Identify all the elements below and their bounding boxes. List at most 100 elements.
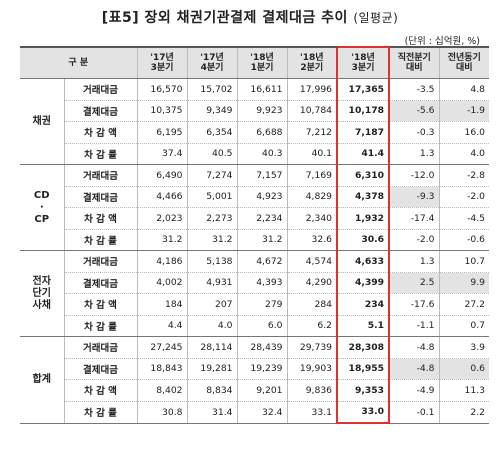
value-cell: 1.3: [389, 143, 440, 165]
value-cell: -9.3: [389, 186, 440, 208]
value-cell: 284: [287, 293, 338, 316]
value-cell: -17.4: [389, 207, 440, 230]
value-cell: 18,843: [137, 358, 188, 380]
header-col: 전년동기 대비: [439, 46, 490, 79]
value-cell: -2.8: [439, 164, 490, 187]
value-cell: -2.0: [439, 186, 490, 208]
table-row: 차 감 액 8,402 8,834 9,201 9,836 9,353 -4.9 11.3: [20, 379, 490, 402]
value-cell: 4.0: [439, 143, 490, 165]
row-label: 차 감 률: [64, 315, 138, 337]
value-cell: 11.3: [439, 379, 490, 402]
value-cell: -3.5: [389, 78, 440, 101]
value-cell: 29,739: [287, 336, 338, 359]
table-row: 차 감 액 6,195 6,354 6,688 7,212 7,187 -0.3 16.0: [20, 121, 490, 144]
highlight-cell: 6,310: [336, 164, 391, 187]
row-label: 결제대금: [64, 358, 138, 380]
table-title: [표5] 장외 채권기관결제 결제대금 추이 (일평균): [0, 7, 500, 27]
value-cell: 2.5: [389, 272, 440, 294]
value-cell: -4.8: [389, 358, 440, 380]
row-label: 결제대금: [64, 272, 138, 294]
value-cell: 4.8: [439, 78, 490, 101]
highlight-cell: 30.6: [336, 229, 391, 251]
table-row: 결제대금 4,466 5,001 4,923 4,829 4,378 -9.3 -2.0: [20, 186, 490, 208]
table-row: 결제대금 4,002 4,931 4,393 4,290 4,399 2.5 9.9: [20, 272, 490, 294]
value-cell: 279: [237, 293, 288, 316]
value-cell: -4.9: [389, 379, 440, 402]
value-cell: -2.0: [389, 229, 440, 251]
value-cell: 37.4: [137, 143, 188, 165]
value-cell: 2,340: [287, 207, 338, 230]
value-cell: 4,002: [137, 272, 188, 294]
row-label: 거래대금: [64, 336, 138, 359]
value-cell: -1.9: [439, 100, 490, 122]
value-cell: 5,001: [187, 186, 238, 208]
table-row: 차 감 률 30.8 31.4 32.4 33.1 33.0 -0.1 2.2: [20, 401, 490, 424]
value-cell: 31.2: [187, 229, 238, 251]
highlight-cell: 33.0: [336, 401, 391, 424]
table-title-sub: (일평균): [353, 11, 399, 25]
value-cell: 4,466: [137, 186, 188, 208]
value-cell: 3.9: [439, 336, 490, 359]
value-cell: -0.6: [439, 229, 490, 251]
highlight-cell: 9,353: [336, 379, 391, 402]
value-cell: -5.6: [389, 100, 440, 122]
row-label: 결제대금: [64, 100, 138, 122]
value-cell: 19,281: [187, 358, 238, 380]
table-row: 합계 거래대금 27,245 28,114 28,439 29,739 28,308 -4.8…: [20, 336, 490, 424]
header-col: 직전분기 대비: [389, 46, 440, 79]
value-cell: 15,702: [187, 78, 238, 101]
value-cell: 2.2: [439, 401, 490, 424]
value-cell: -0.3: [389, 121, 440, 144]
value-cell: 10,375: [137, 100, 188, 122]
value-cell: 9,349: [187, 100, 238, 122]
value-cell: 4,829: [287, 186, 338, 208]
highlight-cell: 18,955: [336, 358, 391, 380]
value-cell: -1.1: [389, 315, 440, 337]
table-row: CD · CP 거래대금 6,490 7,274 7,157 7,169 6,310 -12.0-…: [20, 164, 490, 251]
value-cell: -0.1: [389, 401, 440, 424]
table-row: 채권 거래대금 16,570 15,702 16,611 17,996 17,365 -3.5…: [20, 78, 490, 165]
value-cell: 4.0: [187, 315, 238, 337]
value-cell: 2,273: [187, 207, 238, 230]
value-cell: 6,490: [137, 164, 188, 187]
value-cell: 19,239: [237, 358, 288, 380]
value-cell: 9,836: [287, 379, 338, 402]
settlement-table: 구 분 '17년 3분기 '17년 4분기 '18년 1분기 '18년 2분기 '18년…: [20, 46, 490, 424]
table-row: 차 감 률 31.2 31.2 31.2 32.6 30.6 -2.0 -0.6: [20, 229, 490, 251]
group-label: CD · CP: [20, 164, 65, 251]
table-row: 차 감 액 184 207 279 284 234 -17.6 27.2: [20, 293, 490, 316]
header-col: '17년 4분기: [187, 46, 238, 79]
highlight-cell: 5.1: [336, 315, 391, 337]
table-row: 차 감 률 37.4 40.5 40.3 40.1 41.4 1.3 4.0: [20, 143, 490, 165]
value-cell: 33.1: [287, 401, 338, 424]
value-cell: 16,611: [237, 78, 288, 101]
value-cell: 1.3: [389, 250, 440, 273]
value-cell: 40.1: [287, 143, 338, 165]
value-cell: 40.5: [187, 143, 238, 165]
value-cell: 0.6: [439, 358, 490, 380]
header-row: 구 분 '17년 3분기 '17년 4분기 '18년 1분기 '18년 2분기 '18년…: [20, 46, 490, 79]
value-cell: 30.8: [137, 401, 188, 424]
value-cell: 0.7: [439, 315, 490, 337]
value-cell: -12.0: [389, 164, 440, 187]
header-col: '18년 2분기: [287, 46, 338, 79]
row-label: 차 감 률: [64, 143, 138, 165]
row-label: 차 감 률: [64, 401, 138, 424]
value-cell: 7,212: [287, 121, 338, 144]
group-label: 합계: [20, 336, 65, 424]
value-cell: 31.4: [187, 401, 238, 424]
value-cell: 207: [187, 293, 238, 316]
value-cell: 6,195: [137, 121, 188, 144]
value-cell: 184: [137, 293, 188, 316]
row-label: 차 감 률: [64, 229, 138, 251]
value-cell: 9,923: [237, 100, 288, 122]
table-row: 결제대금 18,843 19,281 19,239 19,903 18,955 -4.8 0.…: [20, 358, 490, 380]
value-cell: 28,439: [237, 336, 288, 359]
value-cell: 31.2: [237, 229, 288, 251]
header-category: 구 분: [20, 46, 138, 79]
value-cell: 7,274: [187, 164, 238, 187]
row-label: 차 감 액: [64, 379, 138, 402]
value-cell: 6,354: [187, 121, 238, 144]
value-cell: 6,688: [237, 121, 288, 144]
highlight-cell: 4,633: [336, 250, 391, 273]
